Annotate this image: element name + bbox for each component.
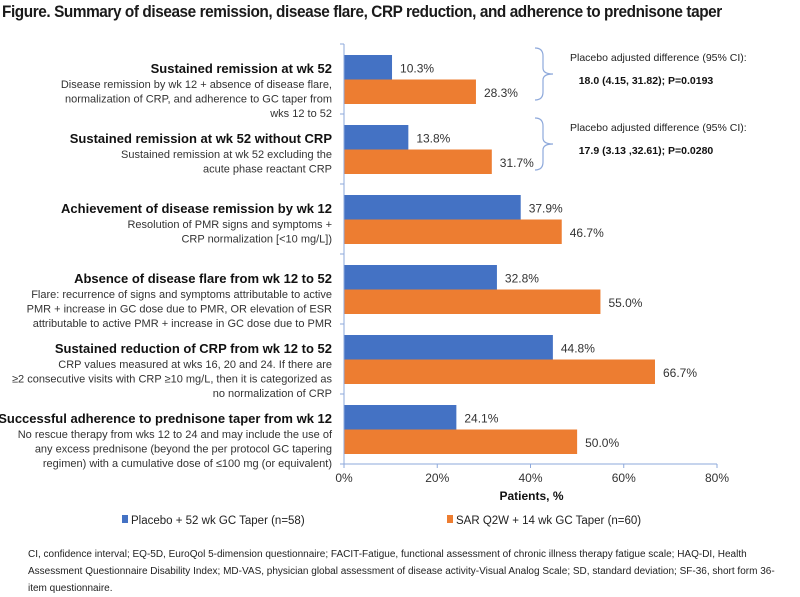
category-title: Achievement of disease remission by wk 1… [61, 201, 332, 216]
category-description-line: PMR + increase in GC dose due to PMR, OR… [27, 304, 332, 316]
x-tick-label: 0% [335, 471, 353, 485]
data-label: 24.1% [464, 411, 498, 425]
data-label: 46.7% [570, 226, 604, 240]
bracket-icon [534, 47, 554, 101]
data-label: 28.3% [484, 86, 518, 100]
category-description-line: Disease remission by wk 12 + absence of … [61, 79, 332, 91]
data-label: 13.8% [416, 131, 450, 145]
legend-swatch [122, 515, 128, 523]
bars [344, 55, 655, 454]
legend-swatch [447, 515, 453, 523]
data-label: 37.9% [529, 201, 563, 215]
bar-placebo [344, 125, 409, 150]
category-labels: Sustained remission at wk 52 Disease remi… [0, 61, 333, 470]
category-description-line: normalization of CRP, and adherence to G… [65, 94, 332, 106]
category-description-line: regimen) with a cumulative dose of ≤100 … [43, 458, 332, 470]
bar-placebo [344, 55, 393, 80]
data-label: 66.7% [663, 366, 697, 380]
category-title: Successful adherence to prednisone taper… [0, 411, 332, 426]
figure-title: Figure. Summary of disease remission, di… [2, 3, 722, 21]
bar-sar [344, 79, 476, 104]
data-label: 50.0% [585, 436, 619, 450]
data-label: 31.7% [500, 156, 534, 170]
annotation-value: 17.9 (3.13 ,32.61); P=0.0280 [579, 145, 714, 157]
category-title: Sustained remission at wk 52 without CRP [70, 131, 333, 146]
category-description-line: attributable to active PMR + increase in… [33, 318, 332, 330]
category-description-line: no normalization of CRP [213, 388, 332, 400]
bracket-icon [534, 117, 554, 171]
value-labels: 10.3% 13.8% 37.9% 32.8% 44.8% 24.1% 28.3% 31.7%… [400, 61, 697, 450]
legend-label: Placebo + 52 wk GC Taper (n=58) [131, 515, 305, 527]
category-description-line: Resolution of PMR signs and symptoms + [127, 219, 332, 231]
x-axis-title: Patients, % [499, 489, 563, 503]
category-title: Sustained reduction of CRP from wk 12 to… [55, 341, 332, 356]
annotation-heading: Placebo adjusted difference (95% CI): [570, 52, 747, 64]
annotation-value: 18.0 (4.15, 31.82); P=0.0193 [579, 75, 714, 87]
legend-label: SAR Q2W + 14 wk GC Taper (n=60) [456, 515, 641, 527]
x-tick-label: 60% [612, 471, 636, 485]
category-description-line: Sustained remission at wk 52 excluding t… [121, 149, 332, 161]
annotations: Placebo adjusted difference (95% CI): 18.… [534, 47, 747, 171]
data-label: 32.8% [505, 271, 539, 285]
footnote: CI, confidence interval; EQ-5D, EuroQol … [28, 549, 775, 594]
bar-sar [344, 359, 655, 384]
bar-placebo [344, 265, 497, 290]
data-label: 10.3% [400, 61, 434, 75]
category-description-line: CRP normalization [<10 mg/L]) [181, 234, 332, 246]
bar-sar [344, 289, 601, 314]
bar-placebo [344, 405, 457, 430]
category-description-line: wks 12 to 52 [269, 108, 332, 120]
annotation-heading: Placebo adjusted difference (95% CI): [570, 122, 747, 134]
legend: Placebo + 52 wk GC Taper (n=58) SAR Q2W +… [122, 515, 641, 527]
data-label: 55.0% [608, 296, 642, 310]
category-description-line: acute phase reactant CRP [203, 164, 332, 176]
category-description-line: any excess prednisone (beyond the per pr… [35, 444, 332, 456]
data-label: 44.8% [561, 341, 595, 355]
x-tick-label: 80% [705, 471, 729, 485]
x-tick-label: 20% [425, 471, 449, 485]
bar-sar [344, 219, 562, 244]
category-description-line: Flare: recurrence of signs and symptoms … [31, 289, 332, 301]
category-description-line: ≥2 consecutive visits with CRP ≥10 mg/L,… [12, 374, 333, 386]
category-title: Absence of disease flare from wk 12 to 5… [74, 271, 332, 286]
axes: 0% 20% 40% 60% 80% Patients, % [335, 43, 729, 503]
bar-sar [344, 429, 578, 454]
category-description-line: CRP values measured at wks 16, 20 and 24… [58, 359, 332, 371]
x-tick-label: 40% [518, 471, 542, 485]
bar-sar [344, 149, 492, 174]
category-description-line: No rescue therapy from wks 12 to 24 and … [18, 429, 333, 441]
bar-placebo [344, 335, 553, 360]
category-title: Sustained remission at wk 52 [151, 61, 332, 76]
bar-placebo [344, 195, 521, 220]
